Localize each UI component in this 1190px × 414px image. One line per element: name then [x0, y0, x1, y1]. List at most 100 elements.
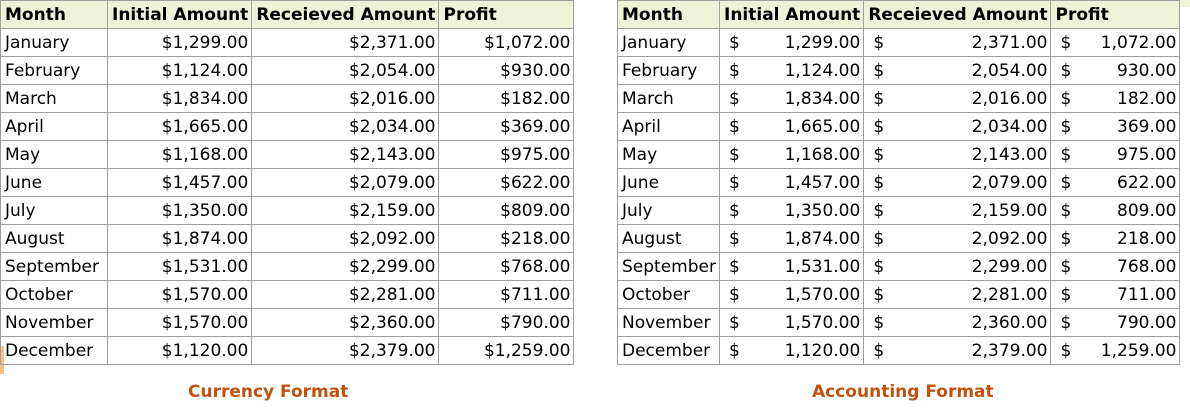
- initial-amount-cell[interactable]: $1,834.00: [106, 84, 253, 113]
- received-amount-cell[interactable]: $2,159.00: [251, 196, 440, 225]
- received-amount-cell[interactable]: $2,034.00: [863, 112, 1052, 141]
- month-cell[interactable]: October: [0, 280, 108, 309]
- received-amount-cell[interactable]: $2,371.00: [863, 28, 1052, 57]
- profit-cell[interactable]: $1,072.00: [438, 28, 575, 57]
- initial-amount-cell[interactable]: $1,874.00: [106, 224, 253, 253]
- month-cell[interactable]: April: [0, 112, 108, 141]
- month-cell[interactable]: November: [0, 308, 108, 337]
- profit-cell[interactable]: $1,259.00: [1050, 336, 1181, 365]
- initial-amount-cell[interactable]: $1,834.00: [718, 84, 865, 113]
- month-cell[interactable]: June: [617, 168, 720, 197]
- month-cell[interactable]: March: [0, 84, 108, 113]
- initial-amount-cell[interactable]: $1,168.00: [718, 140, 865, 169]
- initial-amount-cell[interactable]: $1,457.00: [718, 168, 865, 197]
- received-amount-cell[interactable]: $2,054.00: [863, 56, 1052, 85]
- profit-cell[interactable]: $711.00: [1050, 280, 1181, 309]
- received-amount-cell[interactable]: $2,299.00: [251, 252, 440, 281]
- profit-cell[interactable]: $975.00: [438, 140, 575, 169]
- initial-amount-cell[interactable]: $1,350.00: [106, 196, 253, 225]
- profit-cell[interactable]: $369.00: [438, 112, 575, 141]
- received-amount-cell[interactable]: $2,054.00: [251, 56, 440, 85]
- profit-cell[interactable]: $768.00: [438, 252, 575, 281]
- profit-cell[interactable]: $930.00: [438, 56, 575, 85]
- month-cell[interactable]: July: [617, 196, 720, 225]
- initial-amount-cell[interactable]: $1,299.00: [106, 28, 253, 57]
- initial-amount-cell[interactable]: $1,457.00: [106, 168, 253, 197]
- received-amount-cell[interactable]: $2,092.00: [251, 224, 440, 253]
- month-cell[interactable]: January: [0, 28, 108, 57]
- profit-cell[interactable]: $809.00: [1050, 196, 1181, 225]
- month-cell[interactable]: May: [0, 140, 108, 169]
- received-amount-cell[interactable]: $2,079.00: [863, 168, 1052, 197]
- received-amount-cell[interactable]: $2,379.00: [863, 336, 1052, 365]
- profit-cell[interactable]: $369.00: [1050, 112, 1181, 141]
- month-cell[interactable]: September: [617, 252, 720, 281]
- month-cell[interactable]: November: [617, 308, 720, 337]
- initial-amount-cell[interactable]: $1,168.00: [106, 140, 253, 169]
- month-cell[interactable]: August: [0, 224, 108, 253]
- month-cell[interactable]: December: [0, 336, 108, 365]
- profit-cell[interactable]: $1,072.00: [1050, 28, 1181, 57]
- received-amount-cell[interactable]: $2,159.00: [863, 196, 1052, 225]
- profit-cell[interactable]: $975.00: [1050, 140, 1181, 169]
- month-cell[interactable]: December: [617, 336, 720, 365]
- month-cell[interactable]: October: [617, 280, 720, 309]
- initial-amount-cell[interactable]: $1,299.00: [718, 28, 865, 57]
- received-amount-cell[interactable]: $2,016.00: [863, 84, 1052, 113]
- month-cell[interactable]: June: [0, 168, 108, 197]
- header-profit[interactable]: Profit: [438, 0, 575, 29]
- header-received-amount[interactable]: Receieved Amount: [863, 0, 1052, 29]
- header-received-amount[interactable]: Receieved Amount: [251, 0, 440, 29]
- initial-amount-cell[interactable]: $1,874.00: [718, 224, 865, 253]
- received-amount-cell[interactable]: $2,299.00: [863, 252, 1052, 281]
- received-amount-cell[interactable]: $2,281.00: [863, 280, 1052, 309]
- initial-amount-cell[interactable]: $1,124.00: [718, 56, 865, 85]
- profit-cell[interactable]: $930.00: [1050, 56, 1181, 85]
- profit-cell[interactable]: $182.00: [1050, 84, 1181, 113]
- initial-amount-cell[interactable]: $1,570.00: [106, 308, 253, 337]
- received-amount-cell[interactable]: $2,360.00: [863, 308, 1052, 337]
- profit-cell[interactable]: $218.00: [1050, 224, 1181, 253]
- profit-cell[interactable]: $768.00: [1050, 252, 1181, 281]
- initial-amount-cell[interactable]: $1,120.00: [106, 336, 253, 365]
- profit-cell[interactable]: $711.00: [438, 280, 575, 309]
- header-month[interactable]: Month: [0, 0, 108, 29]
- received-amount-cell[interactable]: $2,016.00: [251, 84, 440, 113]
- month-cell[interactable]: July: [0, 196, 108, 225]
- header-month[interactable]: Month: [617, 0, 720, 29]
- initial-amount-cell[interactable]: $1,570.00: [718, 308, 865, 337]
- received-amount-cell[interactable]: $2,092.00: [863, 224, 1052, 253]
- month-cell[interactable]: January: [617, 28, 720, 57]
- header-initial-amount[interactable]: Initial Amount: [718, 0, 865, 29]
- initial-amount-cell[interactable]: $1,570.00: [718, 280, 865, 309]
- initial-amount-cell[interactable]: $1,124.00: [106, 56, 253, 85]
- received-amount-cell[interactable]: $2,143.00: [863, 140, 1052, 169]
- received-amount-cell[interactable]: $2,379.00: [251, 336, 440, 365]
- initial-amount-cell[interactable]: $1,531.00: [718, 252, 865, 281]
- month-cell[interactable]: February: [617, 56, 720, 85]
- initial-amount-cell[interactable]: $1,665.00: [106, 112, 253, 141]
- received-amount-cell[interactable]: $2,143.00: [251, 140, 440, 169]
- received-amount-cell[interactable]: $2,079.00: [251, 168, 440, 197]
- month-cell[interactable]: May: [617, 140, 720, 169]
- profit-cell[interactable]: $790.00: [1050, 308, 1181, 337]
- month-cell[interactable]: March: [617, 84, 720, 113]
- profit-cell[interactable]: $622.00: [438, 168, 575, 197]
- month-cell[interactable]: April: [617, 112, 720, 141]
- header-initial-amount[interactable]: Initial Amount: [106, 0, 253, 29]
- header-profit[interactable]: Profit: [1050, 0, 1181, 29]
- profit-cell[interactable]: $182.00: [438, 84, 575, 113]
- initial-amount-cell[interactable]: $1,665.00: [718, 112, 865, 141]
- initial-amount-cell[interactable]: $1,120.00: [718, 336, 865, 365]
- received-amount-cell[interactable]: $2,360.00: [251, 308, 440, 337]
- received-amount-cell[interactable]: $2,371.00: [251, 28, 440, 57]
- profit-cell[interactable]: $218.00: [438, 224, 575, 253]
- profit-cell[interactable]: $790.00: [438, 308, 575, 337]
- month-cell[interactable]: February: [0, 56, 108, 85]
- month-cell[interactable]: September: [0, 252, 108, 281]
- initial-amount-cell[interactable]: $1,570.00: [106, 280, 253, 309]
- profit-cell[interactable]: $1,259.00: [438, 336, 575, 365]
- received-amount-cell[interactable]: $2,034.00: [251, 112, 440, 141]
- profit-cell[interactable]: $809.00: [438, 196, 575, 225]
- month-cell[interactable]: August: [617, 224, 720, 253]
